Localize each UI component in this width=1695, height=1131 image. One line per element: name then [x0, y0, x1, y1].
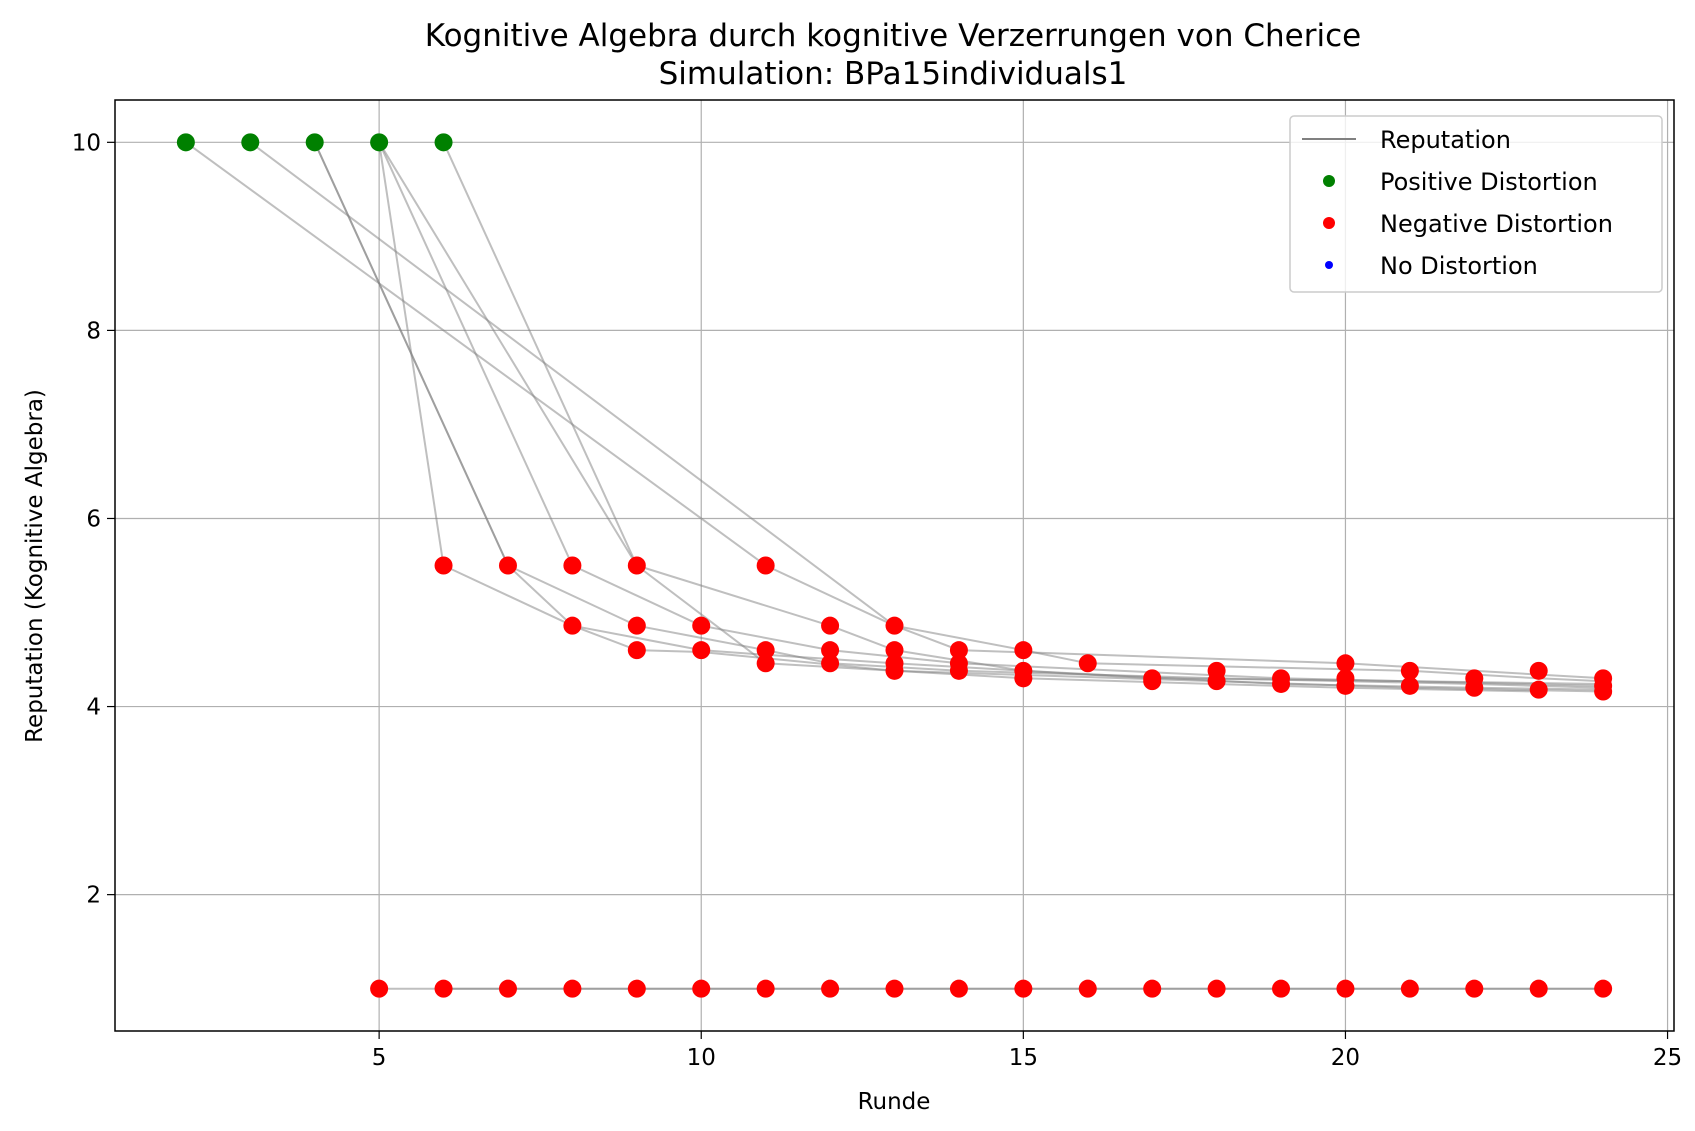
- negative-distortion-point: [1272, 979, 1291, 998]
- chart-subtitle: Simulation: BPa15individuals1: [659, 56, 1128, 92]
- negative-distortion-point: [563, 616, 582, 635]
- positive-distortion-point: [370, 133, 389, 152]
- negative-distortion-point: [1400, 979, 1419, 998]
- negative-distortion-point: [1465, 678, 1484, 697]
- positive-distortion-point: [434, 133, 453, 152]
- x-tick-label: 5: [372, 1045, 387, 1071]
- legend-label-reputation: Reputation: [1380, 126, 1511, 154]
- negative-distortion-point: [1143, 672, 1162, 691]
- positive-distortion-point: [241, 133, 260, 152]
- positive-distortion-point: [176, 133, 195, 152]
- negative-distortion-point: [692, 641, 711, 660]
- negative-distortion-point: [434, 979, 453, 998]
- legend-frame: [1289, 115, 1663, 293]
- negative-distortion-point: [498, 556, 517, 575]
- x-tick-label: 10: [687, 1045, 716, 1071]
- negative-distortion-point: [1143, 979, 1162, 998]
- y-axis-ticks: 2 4 6 8 10: [72, 130, 115, 909]
- y-tick-label: 2: [86, 883, 101, 909]
- negative-distortion-point: [949, 641, 968, 660]
- negative-distortion-point: [1014, 641, 1033, 660]
- negative-distortion-point: [692, 616, 711, 635]
- negative-distortion-point: [756, 979, 775, 998]
- negative-distortion-point: [692, 979, 711, 998]
- negative-distortion-point: [627, 616, 646, 635]
- negative-distortion-point: [885, 661, 904, 680]
- y-tick-label: 8: [86, 318, 101, 344]
- y-tick-label: 10: [72, 130, 101, 156]
- data-points: [176, 133, 1613, 998]
- negative-distortion-point: [1400, 661, 1419, 680]
- negative-distortion-point: [756, 654, 775, 673]
- negative-distortion-point: [885, 641, 904, 660]
- negative-distortion-point: [1272, 674, 1291, 693]
- legend-label-none: No Distortion: [1380, 252, 1538, 280]
- negative-distortion-point: [627, 641, 646, 660]
- x-tick-label: 15: [1009, 1045, 1038, 1071]
- legend-label-negative: Negative Distortion: [1380, 210, 1613, 238]
- negative-distortion-point: [1078, 979, 1097, 998]
- negative-distortion-point: [498, 979, 517, 998]
- negative-distortion-point: [756, 641, 775, 660]
- negative-distortion-point: [1207, 672, 1226, 691]
- positive-distortion-point: [305, 133, 324, 152]
- y-tick-label: 4: [86, 695, 101, 721]
- negative-distortion-point: [563, 979, 582, 998]
- negative-distortion-point: [370, 979, 389, 998]
- legend-dot-none: [1325, 261, 1333, 269]
- negative-distortion-point: [1336, 654, 1355, 673]
- plot-frame: [114, 99, 1675, 1032]
- negative-distortion-point: [1529, 979, 1548, 998]
- negative-distortion-point: [1336, 676, 1355, 695]
- negative-distortion-point: [1529, 680, 1548, 699]
- negative-distortion-point: [1400, 676, 1419, 695]
- y-tick-label: 6: [86, 506, 101, 532]
- negative-distortion-point: [563, 556, 582, 575]
- negative-distortion-point: [821, 654, 840, 673]
- y-axis-label: Reputation (Kognitive Algebra): [22, 389, 48, 743]
- negative-distortion-point: [1014, 979, 1033, 998]
- legend-label-positive: Positive Distortion: [1380, 168, 1598, 196]
- negative-distortion-point: [821, 641, 840, 660]
- negative-distortion-point: [885, 616, 904, 635]
- negative-distortion-point: [1594, 979, 1613, 998]
- negative-distortion-point: [1529, 661, 1548, 680]
- negative-distortion-point: [949, 661, 968, 680]
- negative-distortion-point: [627, 979, 646, 998]
- legend-dot-positive: [1323, 175, 1335, 187]
- negative-distortion-point: [885, 979, 904, 998]
- chart-title: Kognitive Algebra durch kognitive Verzer…: [425, 18, 1361, 54]
- negative-distortion-point: [627, 556, 646, 575]
- negative-distortion-point: [949, 979, 968, 998]
- negative-distortion-point: [1594, 682, 1613, 701]
- x-tick-label: 20: [1331, 1045, 1360, 1071]
- legend: Reputation Positive Distortion Negative …: [1289, 115, 1663, 293]
- negative-distortion-point: [434, 556, 453, 575]
- negative-distortion-point: [1078, 654, 1097, 673]
- x-tick-label: 25: [1653, 1045, 1682, 1071]
- negative-distortion-point: [1336, 979, 1355, 998]
- negative-distortion-point: [821, 979, 840, 998]
- x-axis-label: Runde: [858, 1089, 931, 1115]
- reputation-line: [185, 141, 1604, 680]
- negative-distortion-point: [756, 556, 775, 575]
- negative-distortion-point: [1014, 669, 1033, 688]
- legend-dot-negative: [1323, 217, 1335, 229]
- negative-distortion-point: [1207, 979, 1226, 998]
- x-axis-ticks: 5 10 15 20 25: [372, 1031, 1682, 1071]
- negative-distortion-point: [821, 616, 840, 635]
- negative-distortion-point: [1465, 979, 1484, 998]
